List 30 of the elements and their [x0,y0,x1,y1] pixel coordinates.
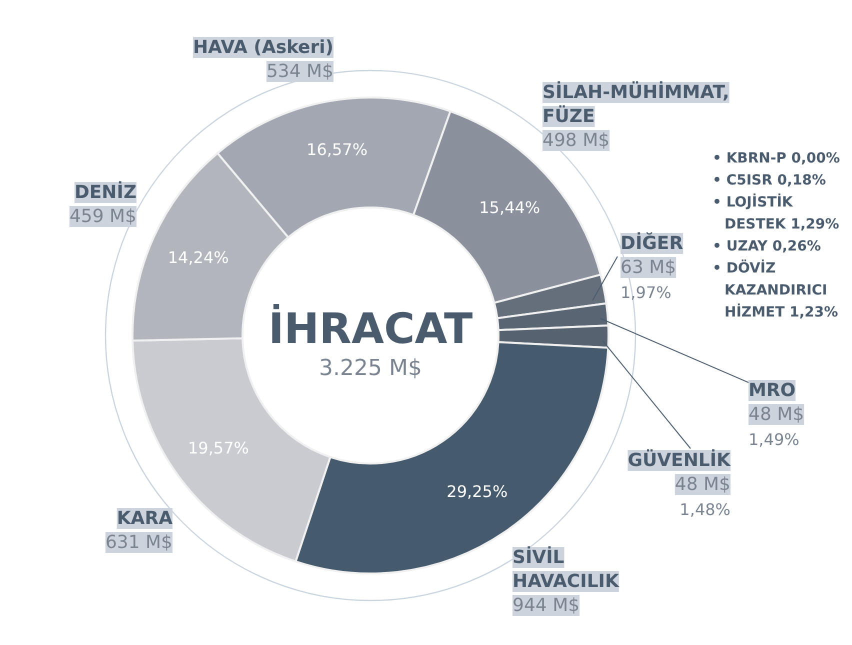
text: İHRACAT [268,304,474,353]
data-label: 63 M$ [620,257,676,278]
slice-label: DİĞER [620,232,684,254]
slice-label: DENİZ [74,181,137,203]
data-label: 498 M$ [542,130,610,151]
data-label: 48 M$ [748,404,804,425]
slice-label: GÜVENLİK [628,449,732,471]
slice-label: KARA [116,508,173,529]
slice-label: SİLAH-MÜHİMMAT, FÜZE [542,81,730,127]
slice-label: HAVA (Askeri) [192,37,334,58]
text: 1,48% [680,500,730,519]
data-label: 48 M$ [674,474,730,495]
text: 3.225 M$ [319,356,422,381]
text: 16,57% [306,140,368,159]
data-label: 944 M$ [512,595,580,616]
slice-label: MRO [748,380,796,401]
text: • C5ISR 0,18% [712,172,826,188]
text: 1,97% [620,283,672,302]
text: 14,24% [168,248,229,267]
data-label: 631 M$ [105,532,172,553]
text: • LOJİSTİK DESTEK 1,29% [712,194,840,232]
slice-label: SİVİL HAVACILIK [512,546,620,592]
data-label: 459 M$ [69,206,136,227]
text: • UZAY 0,26% [712,238,821,254]
text: 15,44% [479,198,540,218]
data-label: 534 M$ [266,61,334,82]
text: 29,25% [446,482,508,502]
text: • KBRN-P 0,00% [712,150,840,166]
text: • DÖVİZ KAZANDIRICI HİZMET 1,23% [712,260,838,320]
text: 1,49% [748,430,800,449]
